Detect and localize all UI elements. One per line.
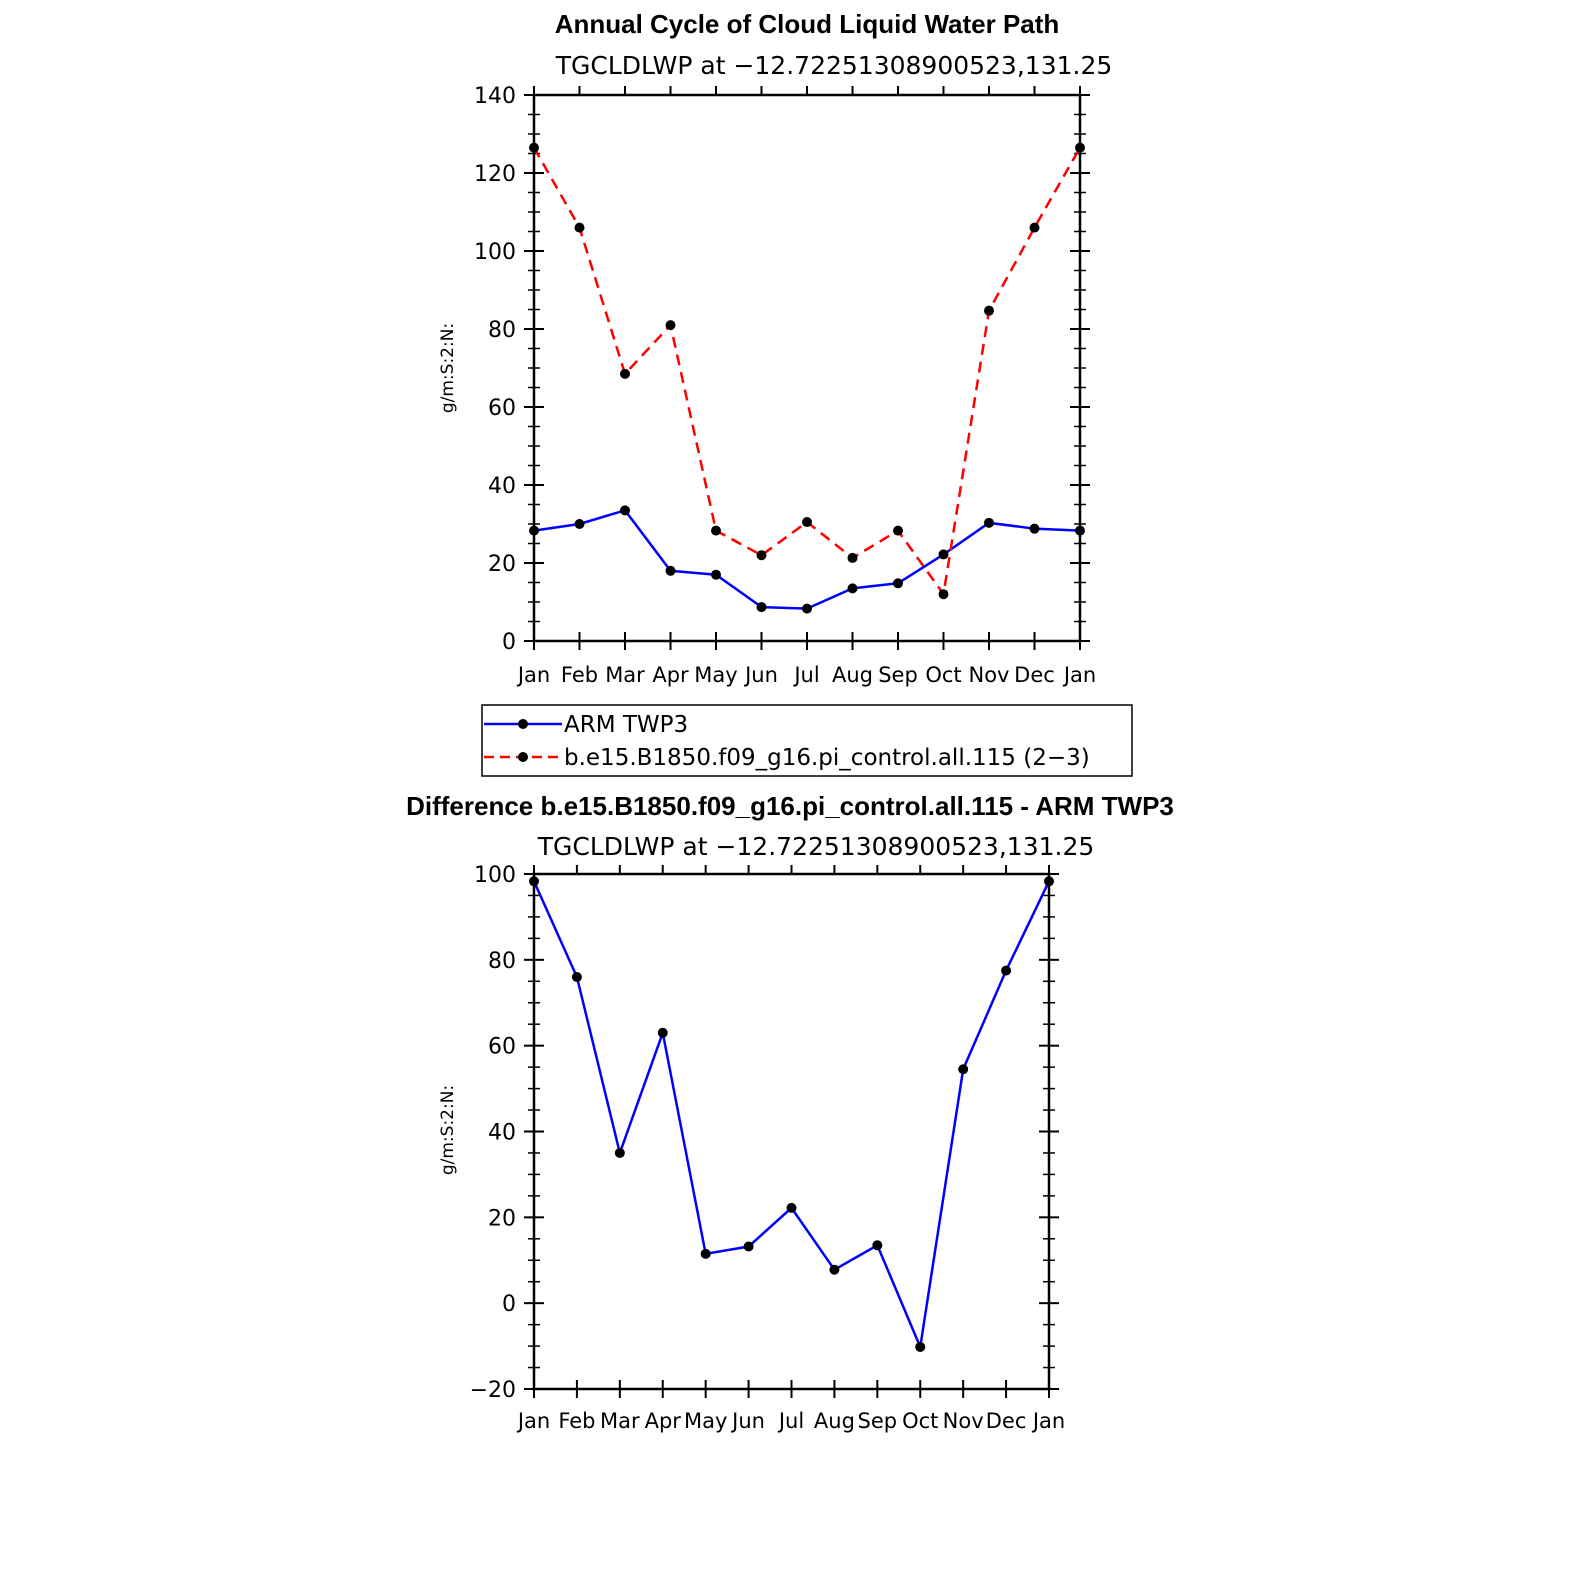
chart2-series-0-point [1044, 876, 1054, 887]
chart2-y-axis-label: g/m:S:2:N: [438, 1085, 458, 1175]
legend-box [481, 704, 1133, 777]
chart1-series-1-line [532, 147, 1082, 598]
chart1-x-tick-label: Aug [832, 663, 873, 687]
chart1-subtitle: TGCLDLWP at −12.72251308900523,131.25 [555, 51, 1113, 80]
legend-label-arm: ARM TWP3 [564, 712, 688, 738]
chart1-series-0-point [847, 583, 858, 594]
chart2-x-tick-label: Jan [516, 1409, 550, 1433]
chart2-plot: Jan Feb Mar Apr May Jun Jul Aug Sep Oct Nov Dec Jan−… [470, 863, 1066, 1433]
chart2-series-0-point [700, 1248, 711, 1259]
chart1-y-tick-label: 80 [488, 318, 516, 343]
legend-marker-arm [518, 719, 528, 729]
chart1-series-1-point [1075, 142, 1085, 153]
legend-label-model: b.e15.B1850.f09_g16.pi_control.all.115 (… [564, 745, 1090, 771]
chart1-series-1-point [756, 550, 767, 561]
chart2-x-tick-label: Feb [558, 1409, 595, 1433]
chart1-series-1-point [665, 320, 676, 331]
chart2-series-0-point [529, 876, 539, 887]
chart1-series-1-point [893, 525, 903, 536]
chart1-series-0-point [893, 578, 903, 589]
chart1-series-1-point [711, 525, 721, 536]
chart1-series-0-point [1029, 523, 1040, 534]
chart1-x-tick-label: May [694, 663, 737, 687]
chart2-y-tick-label: −20 [470, 1378, 516, 1403]
chart1-y-tick-label: 100 [474, 240, 516, 265]
chart1-series-1-point [847, 552, 858, 563]
chart1-y-tick-label: 120 [474, 162, 516, 187]
chart2-series-0-point [915, 1341, 926, 1352]
chart1-series-0-point [665, 565, 676, 576]
chart1-series-1-point [802, 517, 812, 528]
chart2-series-0-point [786, 1202, 797, 1213]
chart2-series-0-point [829, 1264, 840, 1275]
chart1-series-0-point [938, 549, 949, 560]
chart2-series-0-line [532, 880, 1051, 1352]
chart2-x-tick-label: Mar [600, 1409, 640, 1433]
chart1-title: Annual Cycle of Cloud Liquid Water Path [555, 9, 1060, 39]
chart2-series-0-point [872, 1240, 883, 1251]
chart1-x-tick-label: Feb [561, 663, 598, 687]
chart2-y-tick-label: 80 [488, 949, 516, 974]
chart1-series-1-point [574, 222, 585, 233]
chart1-series-0-point [802, 603, 812, 614]
chart2-x-tick-label: Oct [902, 1409, 938, 1433]
chart2-y-tick-label: 60 [488, 1035, 516, 1060]
chart1-x-tick-label: Jun [743, 663, 778, 687]
chart2-series-0-point [657, 1027, 668, 1038]
chart1-x-tick-label: Sep [878, 663, 918, 687]
chart1-frame [532, 93, 1082, 643]
chart1-x-tick-label: Mar [605, 663, 645, 687]
chart2-x-tick-label: Dec [986, 1409, 1027, 1433]
chart1-x-tick-label: Oct [925, 663, 961, 687]
chart2-y-tick-label: 40 [488, 1121, 516, 1146]
chart1-series-1-point [620, 368, 630, 379]
chart1-series-0-point [529, 525, 539, 536]
chart1-x-tick-label: Jul [792, 663, 819, 687]
chart1-y-tick-label: 60 [488, 396, 516, 421]
chart1-series-0-point [984, 517, 994, 528]
chart2-y-tick-label: 100 [474, 863, 516, 888]
chart1-plot: Jan Feb Mar Apr May Jun Jul Aug Sep Oct Nov Dec Jan0… [474, 84, 1096, 687]
chart1-series-1-point [1029, 222, 1040, 233]
chart1-x-tick-label: Apr [652, 663, 689, 687]
chart2-y-tick-label: 20 [488, 1206, 516, 1231]
legend-marker-model [518, 752, 528, 762]
chart2-x-tick-label: Jun [730, 1409, 765, 1433]
chart2-x-tick-label: Aug [814, 1409, 855, 1433]
chart2-subtitle: TGCLDLWP at −12.72251308900523,131.25 [537, 832, 1095, 861]
chart2-series-0-point [571, 972, 582, 982]
chart1-y-tick-label: 140 [474, 84, 516, 109]
chart1-legend: ARM TWP3 b.e15.B1850.f09_g16.pi_control.… [481, 704, 1133, 777]
chart1-series-0-point [711, 569, 721, 580]
chart1-x-tick-label: Jan [1062, 663, 1096, 687]
chart1-series-0-point [756, 602, 767, 613]
chart1-y-axis-label: g/m:S:2:N: [438, 323, 458, 413]
chart2-y-tick-label: 0 [502, 1292, 516, 1317]
chart2-series-0-point [614, 1147, 625, 1158]
chart1-x-tick-label: Dec [1014, 663, 1055, 687]
chart1-series-1-point [938, 589, 949, 600]
chart2-x-tick-label: May [684, 1409, 727, 1433]
chart1-y-tick-label: 0 [502, 630, 516, 655]
chart1-x-tick-label: Nov [969, 663, 1010, 687]
chart2-title: Difference b.e15.B1850.f09_g16.pi_contro… [406, 791, 1174, 821]
chart1-x-tick-label: Jan [516, 663, 550, 687]
chart2-x-tick-label: Apr [645, 1409, 682, 1433]
chart2-x-tick-label: Nov [943, 1409, 984, 1433]
chart1-series-0-point [574, 519, 585, 529]
chart1-series-0-point [1075, 525, 1085, 536]
chart2-series-0-point [958, 1064, 969, 1075]
chart2-frame [532, 872, 1051, 1391]
chart1-series-0-point [620, 505, 630, 516]
chart2-series-0-point [1001, 965, 1012, 976]
chart2-series-0-point [743, 1241, 754, 1252]
chart1-series-1-point [529, 142, 539, 153]
chart2-x-tick-label: Sep [858, 1409, 898, 1433]
chart1-y-tick-label: 40 [488, 474, 516, 499]
chart1-y-tick-label: 20 [488, 552, 516, 577]
chart2-x-tick-label: Jul [777, 1409, 804, 1433]
chart1-series-1-point [984, 305, 994, 316]
chart2-x-tick-label: Jan [1031, 1409, 1065, 1433]
